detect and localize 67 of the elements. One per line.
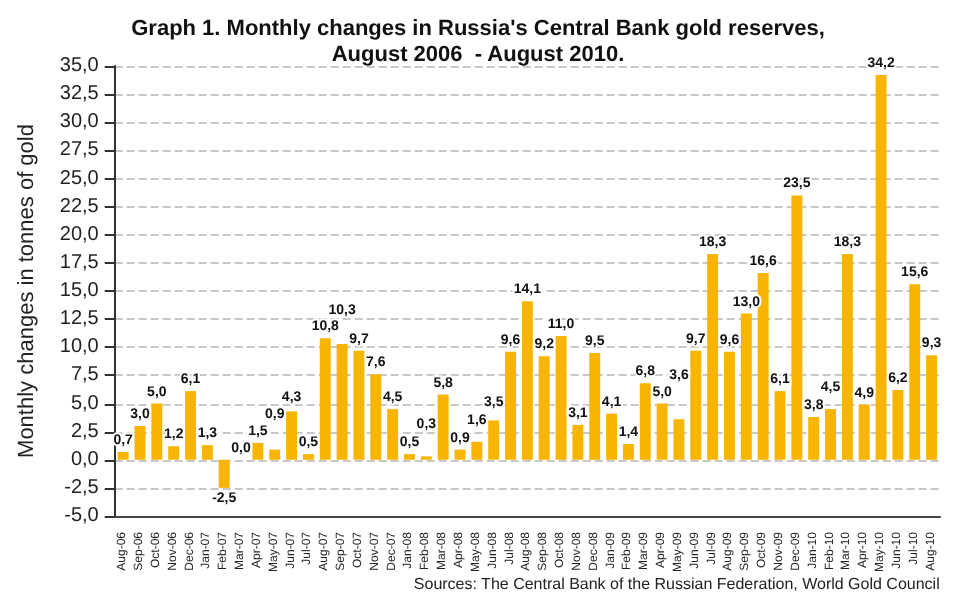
bar [117, 451, 129, 460]
y-tick-label: 17,5 [59, 251, 100, 274]
bar [926, 355, 938, 460]
bar [269, 449, 281, 460]
bar [286, 411, 298, 460]
y-tick-label: -5,0 [64, 505, 100, 527]
bar [875, 75, 887, 460]
y-tick-label: 12,5 [59, 308, 100, 331]
bar [201, 445, 213, 460]
y-tick-label: 27,5 [59, 139, 100, 162]
bar [218, 459, 230, 488]
y-tick-label: -2,5 [64, 476, 100, 499]
y-tick-label: 20,0 [59, 223, 100, 246]
y-tick-label: 5,0 [70, 392, 100, 415]
bar [168, 446, 180, 460]
bar [572, 424, 584, 460]
source-note: Sources: The Central Bank of the Russian Federation, World Gold Council [413, 575, 941, 593]
y-tick-label: 32,5 [59, 83, 100, 106]
y-axis-title: Monthly changes in tonnes of gold [15, 124, 39, 458]
y-tick-label: 10,0 [59, 336, 100, 359]
bar [639, 383, 651, 460]
bar [858, 404, 870, 460]
bar [505, 351, 516, 460]
bar [538, 356, 550, 460]
bar [673, 419, 685, 460]
bar [319, 338, 331, 460]
bar [387, 409, 399, 460]
chart-title: Graph 1. Monthly changes in Russia's Central Bank gold reserves, August 2006 - August 2010. [131, 17, 825, 67]
bar [656, 403, 668, 460]
bar [437, 394, 449, 460]
y-tick-label: 7,5 [70, 364, 100, 387]
bar [403, 454, 415, 460]
bar [151, 403, 163, 460]
bar [589, 352, 601, 460]
y-tick-label: 2,5 [70, 420, 100, 443]
bar [336, 343, 348, 460]
y-tick-label: 35,0 [59, 55, 100, 77]
bar [622, 444, 634, 460]
bar [454, 449, 466, 460]
bar [740, 313, 752, 460]
bar [488, 420, 500, 460]
bar [909, 284, 921, 460]
bar [774, 391, 786, 460]
bar [555, 336, 567, 460]
bar [471, 441, 483, 460]
bar [252, 442, 264, 460]
bar [521, 301, 533, 460]
y-tick-label: 25,0 [59, 167, 100, 190]
bar [690, 350, 702, 460]
bar [302, 454, 314, 460]
bar [370, 374, 382, 460]
bar [606, 413, 618, 460]
y-tick-label: 22,5 [59, 195, 100, 218]
bar [353, 350, 365, 460]
y-tick-label: 0,0 [70, 448, 100, 471]
bar [825, 409, 836, 460]
bar [134, 426, 146, 460]
bar [185, 391, 196, 460]
bar [892, 390, 904, 460]
bar [791, 195, 803, 460]
y-tick-label: 30,0 [59, 111, 100, 134]
bar [841, 253, 853, 460]
bar [808, 417, 820, 460]
y-tick-label: 15,0 [59, 280, 100, 302]
bar [757, 273, 769, 460]
bar [724, 351, 735, 460]
bar [707, 253, 719, 460]
